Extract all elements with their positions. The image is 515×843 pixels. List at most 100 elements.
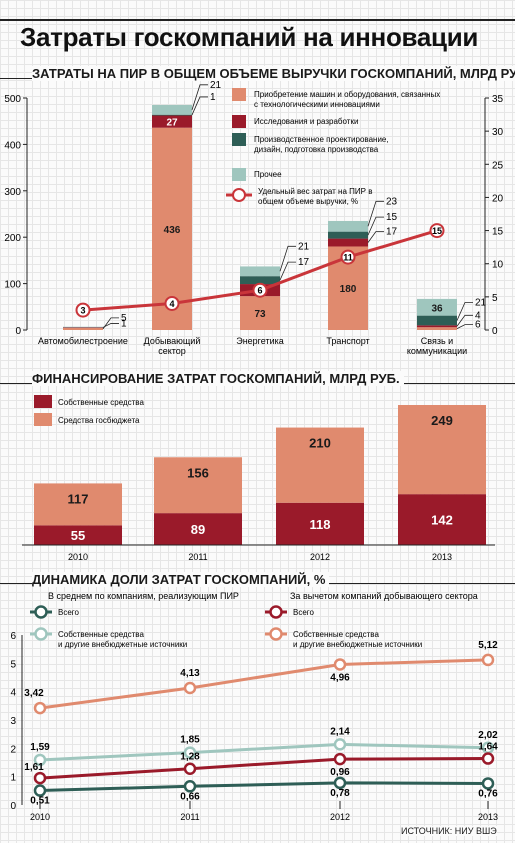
bar-value-label: 180 xyxy=(340,284,357,295)
category-label: сектор xyxy=(158,346,186,356)
series-line xyxy=(39,742,489,762)
leader-line xyxy=(367,216,384,236)
bar-value-label: 17 xyxy=(298,257,310,268)
bar-segment xyxy=(398,405,486,495)
x-tick-label: 2011 xyxy=(180,812,199,822)
series-point xyxy=(33,701,47,715)
chart3-title: ДИНАМИКА ДОЛИ ЗАТРАТ ГОСКОМПАНИЙ, % xyxy=(32,572,330,587)
legend-swatch xyxy=(232,115,246,128)
legend-label: Собственные средства xyxy=(58,398,144,407)
series-line xyxy=(39,781,489,793)
main-title: Затраты госкомпаний на инновации xyxy=(20,22,479,52)
point-value-label: 0,76 xyxy=(478,788,498,799)
share-point xyxy=(164,295,180,311)
bar-segment xyxy=(63,326,103,328)
y-tick-label: 4 xyxy=(10,688,16,699)
point-value-label: 4,13 xyxy=(180,668,200,679)
group-title: В среднем по компаниям, реализующим ПИР xyxy=(48,591,239,601)
point-value-label: 1,85 xyxy=(180,735,200,746)
share-point-label: 4 xyxy=(169,299,174,309)
point-value-label: 0,51 xyxy=(30,796,50,807)
chart-share-dynamics: 0 1 2 3 4 5 6 2010 2011 2012 2013 В среднем по комп… xyxy=(10,591,498,822)
leader-line xyxy=(456,314,473,327)
bar-value-label: 156 xyxy=(187,465,209,480)
y-tick-label: 200 xyxy=(4,233,21,244)
bar-value-label: 117 xyxy=(68,491,89,506)
point-value-label: 2,02 xyxy=(478,730,498,741)
bar-value-label: 15 xyxy=(386,212,398,223)
bar-segment xyxy=(154,513,242,545)
leader-line xyxy=(367,231,384,243)
bar-value-label: 21 xyxy=(475,297,487,308)
share-point-label: 15 xyxy=(432,226,442,236)
chart1-title: ЗАТРАТЫ НА ПИР В ОБЩЕМ ОБЪЕМЕ ВЫРУЧКИ ГО… xyxy=(32,66,515,81)
series-point xyxy=(481,752,495,765)
share-point xyxy=(252,282,268,298)
bar-value-label: 4 xyxy=(475,310,481,321)
y-tick-label: 2 xyxy=(10,744,16,755)
bar-segment xyxy=(240,266,280,277)
legend-label: Всего xyxy=(58,608,80,617)
legend-label: Прочее xyxy=(254,170,282,179)
series-point xyxy=(333,776,347,790)
source-note: ИСТОЧНИК: НИУ ВШЭ xyxy=(401,826,497,836)
series-point xyxy=(33,753,47,767)
bar-value-label: 142 xyxy=(431,513,453,528)
legend-label: и другие внебюджетные источники xyxy=(58,640,187,649)
share-point xyxy=(340,249,356,265)
title-rule xyxy=(0,19,515,21)
series-point xyxy=(333,752,347,766)
legend-label: Собственные средства xyxy=(58,630,144,639)
legend-label: Удельный вес затрат на ПИР в xyxy=(258,187,372,196)
bar-value-label: 89 xyxy=(191,522,205,537)
point-value-label: 1,64 xyxy=(478,742,498,753)
bar-segment xyxy=(63,327,103,329)
leader-line xyxy=(102,323,119,328)
leader-line xyxy=(456,324,473,329)
legend-label: Собственные средства xyxy=(293,630,379,639)
chart-financing: Собственные средства Средства госбюджета 5… xyxy=(22,395,495,562)
bar-segment xyxy=(398,494,486,545)
y-tick-label: 500 xyxy=(4,94,21,105)
series-point xyxy=(33,784,47,797)
point-value-label: 1,28 xyxy=(180,752,200,763)
legend-label: Средства госбюджета xyxy=(58,416,140,425)
legend-label: Всего xyxy=(293,608,315,617)
bar-segment xyxy=(417,327,457,330)
bar-value-label: 17 xyxy=(386,227,398,238)
bar-value-label: 23 xyxy=(386,196,398,207)
bar-value-label: 118 xyxy=(310,517,331,532)
bar-segment xyxy=(276,427,364,503)
series-line xyxy=(39,658,489,710)
group-title: За вычетом компаний добывающего сектора xyxy=(290,591,478,601)
bar-segment xyxy=(240,276,280,285)
bar-segment xyxy=(154,457,242,514)
legend-label: дизайн, подготовка производства xyxy=(254,145,379,154)
bar-value-label: 210 xyxy=(309,436,331,451)
share-point xyxy=(75,302,91,318)
bar-segment xyxy=(240,296,280,330)
bar-value-label: 6 xyxy=(475,320,481,331)
category-label: Добывающий xyxy=(144,336,201,346)
x-tick-label: 2010 xyxy=(30,812,50,822)
share-point-label: 3 xyxy=(80,306,85,316)
series-point xyxy=(333,738,347,751)
y-tick-label: 5 xyxy=(10,659,16,670)
category-label: 2012 xyxy=(310,552,330,562)
category-label: Транспорт xyxy=(326,336,369,346)
legend-swatch xyxy=(34,395,52,408)
point-value-label: 1,59 xyxy=(30,742,50,753)
point-value-label: 2,14 xyxy=(330,726,350,737)
leader-line xyxy=(456,302,473,321)
bar-segment xyxy=(417,315,457,326)
legend-label: с технологическими инновациями xyxy=(254,100,380,109)
category-label: 2011 xyxy=(188,552,207,562)
bar-value-label: 36 xyxy=(431,303,443,314)
y-tick-label: 400 xyxy=(4,140,21,151)
y-tick-label: 300 xyxy=(4,187,21,198)
series-point xyxy=(183,762,197,775)
share-point xyxy=(429,223,445,239)
point-value-label: 1,61 xyxy=(24,762,44,773)
bar-value-label: 73 xyxy=(254,309,266,320)
